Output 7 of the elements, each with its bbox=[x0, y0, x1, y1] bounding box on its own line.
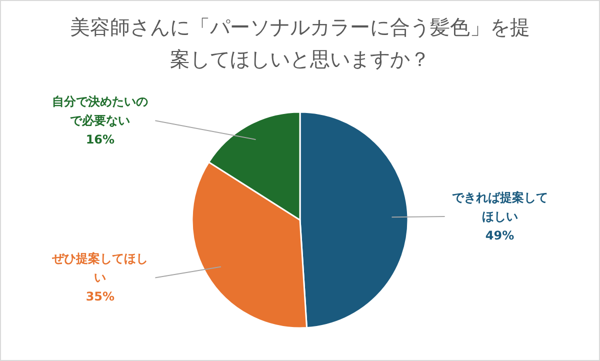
slice-label: ぜひ提案してほしい bbox=[51, 252, 148, 285]
data-label: 35% bbox=[86, 290, 115, 304]
slice-label: 自分で決めたいので必要ない bbox=[52, 94, 148, 128]
slice-label: できれば提案してほしい bbox=[452, 190, 548, 224]
data-label: 16% bbox=[86, 132, 115, 147]
data-label: 49% bbox=[485, 228, 514, 242]
chart-title: 美容師さんに「パーソナルカラーに合う髪色」を提案してほしいと思いますか？ bbox=[70, 15, 530, 71]
